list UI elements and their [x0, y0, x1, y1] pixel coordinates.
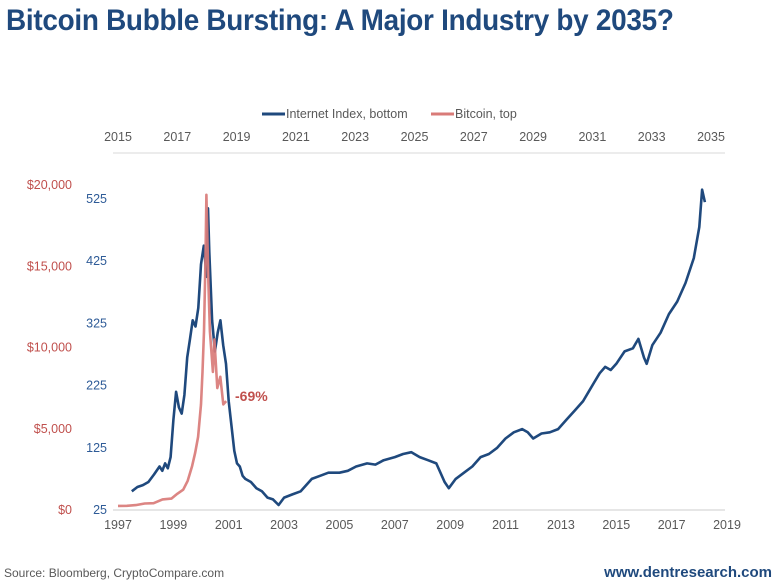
bottom-tick-label: 2007: [381, 518, 409, 532]
bottom-tick-label: 2009: [436, 518, 464, 532]
website-link[interactable]: www.dentresearch.com: [604, 564, 772, 581]
bottom-tick-label: 2005: [326, 518, 354, 532]
index-tick-label: 25: [93, 503, 107, 517]
chart-title: Bitcoin Bubble Bursting: A Major Industr…: [6, 4, 674, 37]
bottom-tick-label: 2003: [270, 518, 298, 532]
source-note: Source: Bloomberg, CryptoCompare.com: [4, 566, 225, 580]
bitcoin-tick-label: $5,000: [34, 422, 72, 436]
bottom-tick-label: 2019: [713, 518, 741, 532]
bitcoin-tick-label: $20,000: [27, 178, 72, 192]
index-axis-ticks: 25 125 225 325 425 525: [86, 192, 107, 517]
internet-index-line: [131, 188, 707, 507]
legend-label-bitcoin: Bitcoin, top: [455, 107, 517, 121]
top-tick-label: 2029: [519, 130, 547, 144]
top-tick-label: 2015: [104, 130, 132, 144]
bottom-axis-ticks: 1997 1999 2001 2003 2005 2007 2009 2011 2013 2015…: [104, 518, 741, 532]
index-tick-label: 225: [86, 379, 107, 393]
top-tick-label: 2021: [282, 130, 310, 144]
top-tick-label: 2035: [697, 130, 725, 144]
bottom-tick-label: 2015: [602, 518, 630, 532]
bottom-tick-label: 2017: [658, 518, 686, 532]
legend: Internet Index, bottom Bitcoin, top: [262, 107, 517, 121]
bitcoin-line: [117, 193, 228, 508]
index-tick-label: 425: [86, 254, 107, 268]
index-tick-label: 325: [86, 316, 107, 330]
bottom-tick-label: 2011: [492, 518, 519, 532]
top-tick-label: 2017: [163, 130, 191, 144]
top-axis-ticks: 2015 2017 2019 2021 2023 2025 2027 2029 2031 2033…: [104, 130, 725, 144]
legend-label-internet-index: Internet Index, bottom: [286, 107, 408, 121]
top-tick-label: 2027: [460, 130, 488, 144]
top-tick-label: 2023: [341, 130, 369, 144]
bitcoin-tick-label: $0: [58, 503, 72, 517]
top-tick-label: 2031: [578, 130, 606, 144]
annotation-drawdown: -69%: [235, 388, 268, 404]
bottom-tick-label: 1997: [104, 518, 132, 532]
series-layer: [117, 188, 707, 508]
bitcoin-tick-label: $10,000: [27, 341, 72, 355]
bottom-tick-label: 2013: [547, 518, 575, 532]
top-tick-label: 2033: [638, 130, 666, 144]
bottom-tick-label: 1999: [159, 518, 187, 532]
top-tick-label: 2025: [401, 130, 429, 144]
bottom-tick-label: 2001: [215, 518, 243, 532]
bitcoin-axis-ticks: $0 $5,000 $10,000 $15,000 $20,000: [27, 178, 72, 517]
index-tick-label: 125: [86, 441, 107, 455]
index-tick-label: 525: [86, 192, 107, 206]
bitcoin-tick-label: $15,000: [27, 259, 72, 273]
top-tick-label: 2019: [223, 130, 251, 144]
